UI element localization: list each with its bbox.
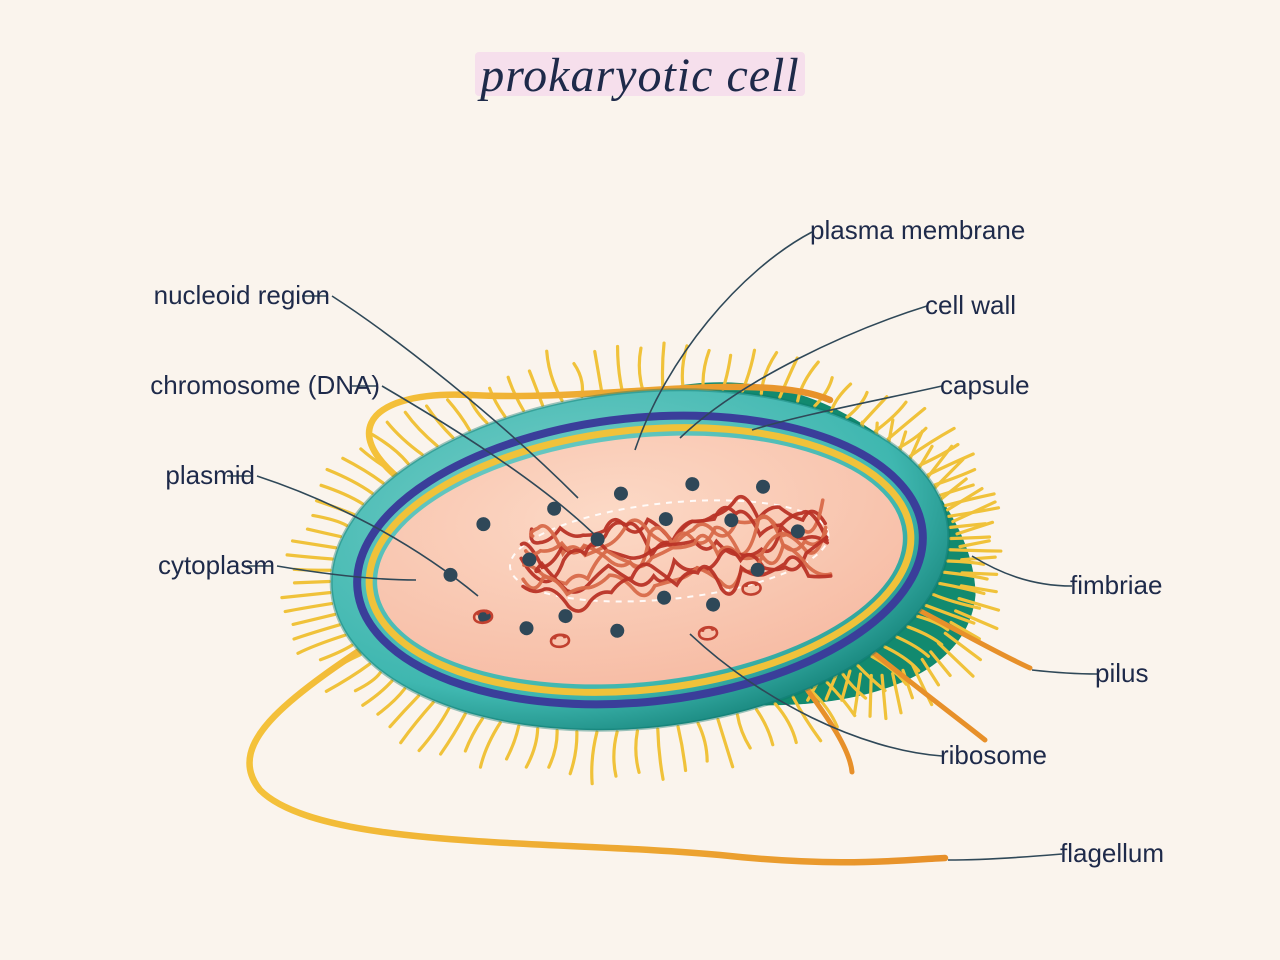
label-capsule: capsule [940, 370, 1030, 401]
label-cytoplasm: cytoplasm [158, 550, 275, 581]
label-chromosome: chromosome (DNA) [150, 370, 380, 401]
label-fimbriae: fimbriae [1070, 570, 1162, 601]
label-plasmid: plasmid [165, 460, 255, 491]
label-ribosome: ribosome [940, 740, 1047, 771]
label-pilus: pilus [1095, 658, 1148, 689]
label-cell-wall: cell wall [925, 290, 1016, 321]
label-flagellum: flagellum [1060, 838, 1164, 869]
label-nucleoid: nucleoid region [154, 280, 330, 311]
label-plasma-membrane: plasma membrane [810, 215, 1025, 246]
diagram-stage: prokaryotic cell plasma membrane cell wa… [0, 0, 1280, 960]
